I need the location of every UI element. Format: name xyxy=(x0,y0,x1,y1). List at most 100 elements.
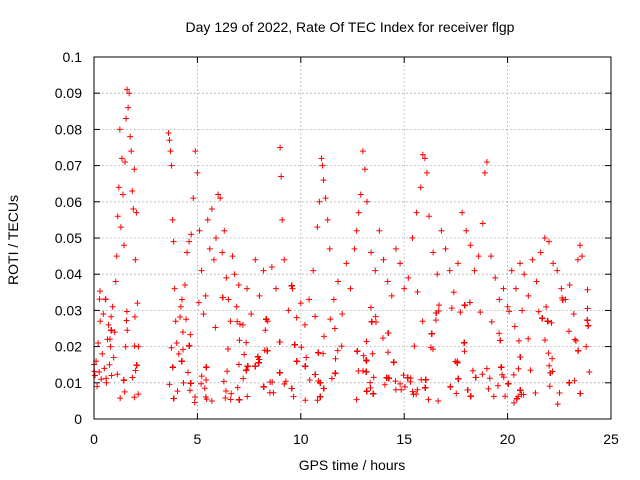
data-point xyxy=(131,166,138,173)
data-point xyxy=(219,294,226,301)
data-point xyxy=(511,323,518,330)
data-point xyxy=(278,173,285,180)
data-point xyxy=(368,318,375,325)
data-point xyxy=(112,278,119,285)
data-point xyxy=(241,351,248,358)
data-point xyxy=(131,394,138,401)
data-point xyxy=(379,335,386,342)
data-point xyxy=(414,386,421,393)
data-point xyxy=(324,216,331,223)
data-point xyxy=(129,374,136,381)
y-tick-label: 0.02 xyxy=(55,339,82,355)
data-point xyxy=(225,346,232,352)
y-tick-label: 0.05 xyxy=(55,230,82,246)
data-point xyxy=(347,285,354,292)
data-point xyxy=(404,374,411,381)
data-point xyxy=(175,350,182,357)
data-point xyxy=(423,169,430,176)
data-point xyxy=(467,393,474,400)
data-point xyxy=(213,235,220,241)
data-point xyxy=(116,126,123,133)
data-point xyxy=(544,318,551,325)
data-point xyxy=(123,308,130,315)
data-point xyxy=(187,380,194,387)
data-point xyxy=(322,195,329,202)
data-point xyxy=(222,388,229,395)
data-point xyxy=(330,296,337,303)
data-point xyxy=(430,249,437,256)
data-point xyxy=(180,379,187,386)
x-tick-label: 20 xyxy=(500,431,516,447)
data-point xyxy=(221,227,228,234)
data-point xyxy=(477,309,484,316)
y-tick-label: 0.04 xyxy=(55,266,82,282)
data-point xyxy=(464,386,471,393)
data-point xyxy=(92,372,99,379)
data-point xyxy=(500,285,507,292)
data-point xyxy=(122,158,129,165)
data-point xyxy=(186,342,193,349)
data-point xyxy=(131,343,138,350)
data-point xyxy=(505,380,512,387)
data-point xyxy=(223,274,230,281)
data-point xyxy=(398,386,405,393)
data-point xyxy=(546,383,553,390)
data-point xyxy=(483,365,490,372)
data-point xyxy=(318,155,325,162)
data-point xyxy=(390,359,397,366)
data-point xyxy=(392,245,399,252)
data-point xyxy=(131,313,138,320)
data-point xyxy=(315,349,322,356)
data-point xyxy=(219,249,226,256)
data-point xyxy=(297,300,304,307)
data-point xyxy=(461,302,468,309)
data-point xyxy=(186,238,193,245)
x-axis-label: GPS time / hours xyxy=(299,457,406,473)
data-point xyxy=(454,260,461,267)
data-point xyxy=(343,260,350,267)
data-point xyxy=(448,305,455,312)
data-point xyxy=(108,313,115,320)
data-point xyxy=(98,376,105,383)
data-point xyxy=(519,307,526,314)
plot-frame xyxy=(93,56,612,420)
data-point xyxy=(410,391,417,398)
data-point xyxy=(504,303,511,310)
data-point xyxy=(367,379,374,386)
data-point xyxy=(99,350,106,357)
data-point xyxy=(179,346,186,353)
data-point xyxy=(252,363,259,370)
data-point xyxy=(166,137,173,144)
data-point xyxy=(438,227,445,234)
data-point xyxy=(95,339,102,346)
data-point xyxy=(129,187,136,194)
data-point xyxy=(181,282,188,289)
data-point xyxy=(363,198,370,205)
data-point xyxy=(188,231,195,238)
data-point xyxy=(198,373,205,380)
y-tick-label: 0 xyxy=(74,411,82,427)
data-point xyxy=(550,260,557,267)
data-point xyxy=(533,278,540,285)
data-point xyxy=(282,378,289,385)
data-point xyxy=(173,339,180,346)
data-point xyxy=(198,267,205,274)
y-tick-label: 0.09 xyxy=(55,85,82,101)
data-point xyxy=(363,338,370,345)
data-point xyxy=(135,343,142,350)
data-point xyxy=(492,274,499,281)
data-point xyxy=(409,388,416,395)
data-point xyxy=(453,390,460,397)
data-point xyxy=(132,256,139,263)
data-point xyxy=(192,394,199,401)
data-point xyxy=(108,372,115,379)
data-point xyxy=(361,166,368,173)
data-point xyxy=(254,353,261,360)
data-point xyxy=(579,253,586,260)
data-point xyxy=(384,278,391,285)
data-point xyxy=(392,378,399,385)
data-point xyxy=(370,374,377,381)
data-point xyxy=(450,289,457,296)
data-point xyxy=(244,393,251,400)
data-point xyxy=(234,384,241,391)
